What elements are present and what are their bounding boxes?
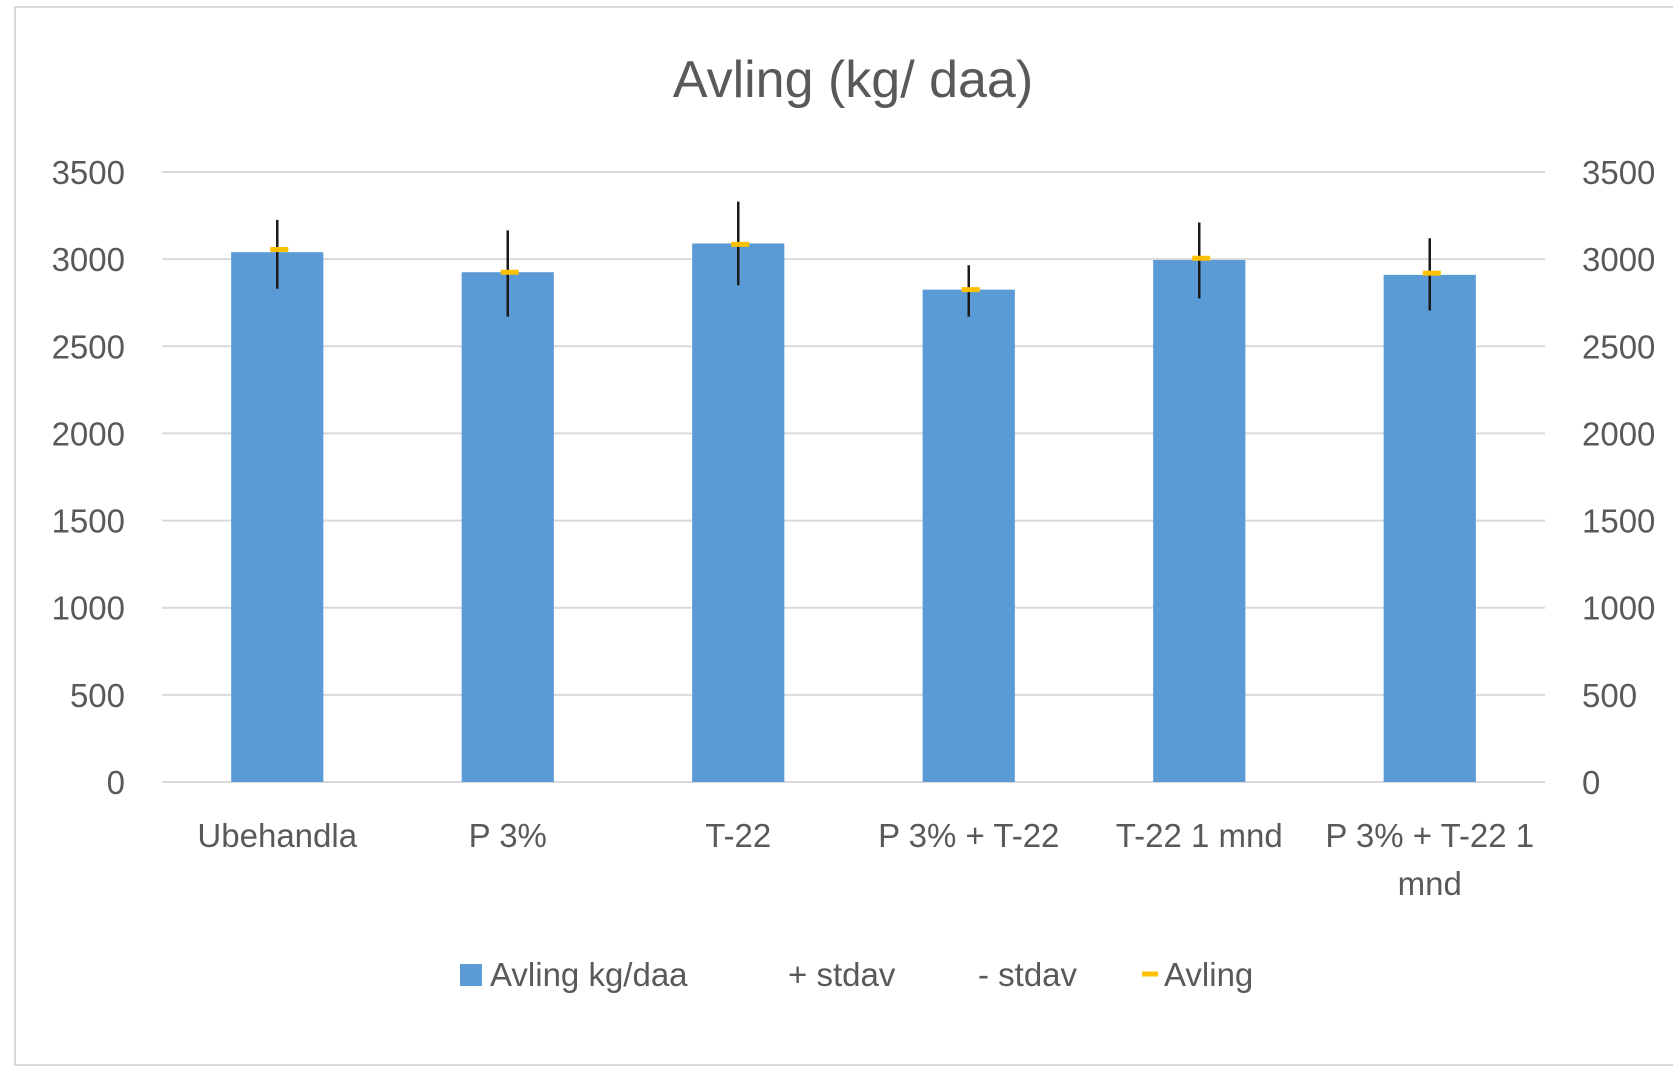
legend-label-minus-stdav: - stdav	[978, 956, 1078, 993]
y-tick-label-left: 3500	[52, 154, 125, 191]
x-tick-label: T-22 1 mnd	[1116, 817, 1283, 854]
avling-markers	[270, 241, 1441, 293]
x-tick-label: P 3%	[469, 817, 547, 854]
x-tick-label: mnd	[1398, 865, 1462, 902]
x-tick-label: T-22	[705, 817, 771, 854]
bar	[231, 252, 324, 782]
y-tick-label-right: 1000	[1582, 590, 1655, 627]
bar	[922, 289, 1015, 782]
legend-label-avling-kg-daa: Avling kg/daa	[490, 956, 688, 993]
x-tick-label: Ubehandla	[197, 817, 357, 854]
y-tick-label-left: 3000	[52, 241, 125, 278]
y-tick-label-left: 2500	[52, 328, 125, 365]
y-tick-label-right: 3500	[1582, 154, 1655, 191]
legend-label-plus-stdav: + stdav	[788, 956, 896, 993]
y-tick-label-right: 2000	[1582, 415, 1655, 452]
bar-chart: Avling (kg/ daa) 0 500 1000 1500 2000 2500 300…	[52, 51, 1656, 993]
y-tick-label-left: 0	[107, 764, 125, 801]
y-tick-label-left: 1000	[52, 590, 125, 627]
y-tick-label-left: 2000	[52, 415, 125, 452]
y-axis-right: 0 500 1000 1500 2000 2500 3000 3500	[1582, 154, 1655, 801]
bar	[1383, 274, 1476, 782]
bars	[231, 243, 1476, 782]
y-tick-label-right: 500	[1582, 677, 1637, 714]
y-axis-left: 0 500 1000 1500 2000 2500 3000 3500	[52, 154, 125, 801]
y-tick-label-right: 0	[1582, 764, 1600, 801]
y-tick-label-right: 1500	[1582, 503, 1655, 540]
category-labels: Ubehandla P 3% T-22 P 3% + T-22 T-22 1 mnd P …	[197, 817, 1534, 902]
y-tick-label-right: 3000	[1582, 241, 1655, 278]
y-tick-label-right: 2500	[1582, 328, 1655, 365]
y-tick-label-left: 1500	[52, 503, 125, 540]
legend-label-avling: Avling	[1164, 956, 1253, 993]
x-tick-label: P 3% + T-22 1	[1325, 817, 1534, 854]
x-tick-label: P 3% + T-22	[878, 817, 1059, 854]
legend: Avling kg/daa + stdav - stdav Avling	[460, 956, 1253, 993]
y-tick-label-left: 500	[70, 677, 125, 714]
bar	[1153, 260, 1246, 782]
bar	[692, 243, 785, 782]
gridlines	[162, 171, 1545, 783]
legend-swatch-avling-kg-daa	[460, 964, 482, 986]
chart-title: Avling (kg/ daa)	[673, 51, 1033, 109]
bar	[461, 272, 554, 782]
